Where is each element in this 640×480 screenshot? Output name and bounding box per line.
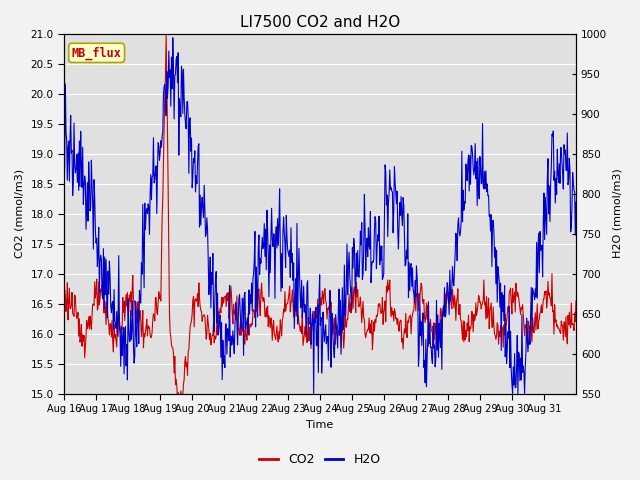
Legend: CO2, H2O: CO2, H2O: [255, 448, 385, 471]
Text: MB_flux: MB_flux: [72, 46, 122, 60]
X-axis label: Time: Time: [307, 420, 333, 430]
Title: LI7500 CO2 and H2O: LI7500 CO2 and H2O: [240, 15, 400, 30]
Y-axis label: CO2 (mmol/m3): CO2 (mmol/m3): [15, 169, 25, 258]
Y-axis label: H2O (mmol/m3): H2O (mmol/m3): [612, 169, 623, 258]
